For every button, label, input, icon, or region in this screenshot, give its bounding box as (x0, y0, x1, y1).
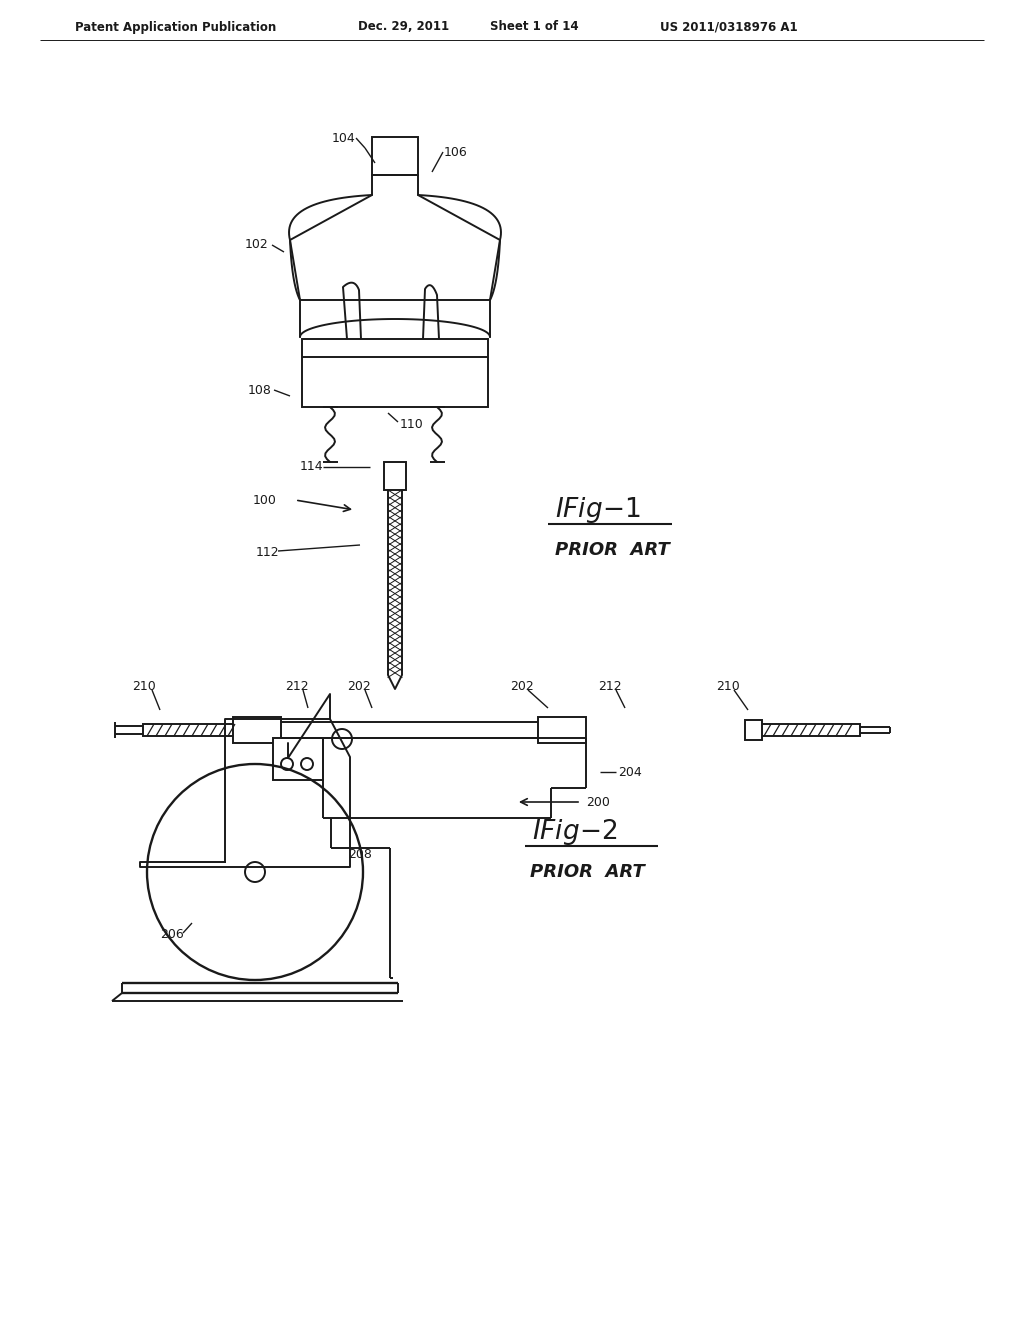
Text: Patent Application Publication: Patent Application Publication (75, 21, 276, 33)
Text: 210: 210 (716, 681, 739, 693)
Bar (384, 462, 406, 490)
Text: 106: 106 (444, 145, 468, 158)
Bar (372, 137, 418, 176)
Text: 206: 206 (160, 928, 183, 941)
Text: PRIOR  ART: PRIOR ART (555, 541, 670, 558)
Text: 202: 202 (510, 681, 534, 693)
Text: 104: 104 (332, 132, 355, 144)
Bar (143, 723, 238, 737)
Text: 100: 100 (253, 494, 276, 507)
Text: 210: 210 (132, 681, 156, 693)
Text: PRIOR  ART: PRIOR ART (530, 863, 645, 880)
Bar (273, 738, 323, 780)
Text: Dec. 29, 2011: Dec. 29, 2011 (358, 21, 450, 33)
Bar (745, 719, 762, 741)
Text: 108: 108 (248, 384, 272, 396)
Text: 200: 200 (586, 796, 610, 808)
Text: 202: 202 (347, 681, 371, 693)
Text: 112: 112 (256, 546, 280, 560)
Text: Sheet 1 of 14: Sheet 1 of 14 (490, 21, 579, 33)
Text: 212: 212 (598, 681, 622, 693)
Bar (538, 717, 586, 743)
Text: 110: 110 (400, 418, 424, 432)
Text: 208: 208 (348, 849, 372, 862)
Text: $\mathit{IFig}$$\mathit{-2}$: $\mathit{IFig}$$\mathit{-2}$ (532, 817, 617, 847)
Text: $\mathit{IFig}$$\mathit{-1}$: $\mathit{IFig}$$\mathit{-1}$ (555, 495, 640, 525)
Bar (302, 339, 488, 407)
Text: 204: 204 (618, 766, 642, 779)
Bar (233, 717, 281, 743)
Text: 102: 102 (245, 239, 268, 252)
Bar (760, 723, 860, 737)
Text: US 2011/0318976 A1: US 2011/0318976 A1 (660, 21, 798, 33)
Text: 114: 114 (300, 461, 324, 474)
Text: 212: 212 (285, 681, 308, 693)
